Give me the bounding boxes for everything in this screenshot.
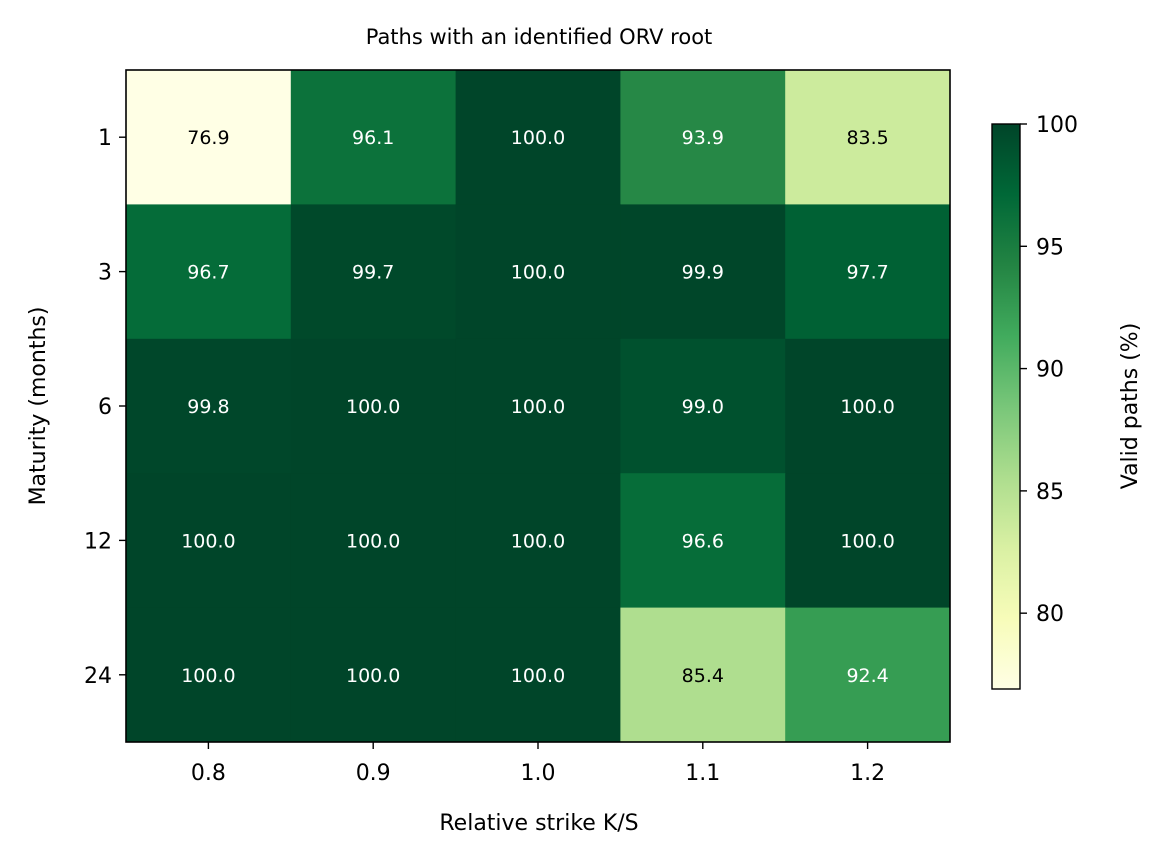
colorbar: [991, 123, 1021, 690]
cell-value-label: 100.0: [840, 396, 894, 418]
cell-value-label: 99.0: [682, 396, 724, 418]
cell-value-label: 96.7: [187, 262, 229, 284]
cell-value-label: 100.0: [181, 530, 235, 552]
heatmap-cell-labels: 76.9 96.1 100.0 93.9 83.5 96.7 99.7 100.0 99.9 97…: [181, 127, 895, 687]
heatmap-cell: [290, 70, 457, 205]
x-axis-label: Relative strike K/S: [439, 811, 638, 836]
heatmap-cell: [455, 70, 621, 205]
y-tick-label: 1: [98, 126, 112, 151]
heatmap-cell: [455, 204, 621, 340]
cell-value-label: 99.9: [682, 262, 724, 284]
heatmap-cell: [620, 607, 786, 743]
heatmap-cell: [290, 204, 457, 340]
heatmap-cell: [455, 338, 621, 474]
y-axis-label: Maturity (months): [26, 307, 51, 506]
y-axis-ticks: 1 3 6 12 24: [84, 126, 126, 689]
x-tick-label: 0.9: [356, 761, 391, 786]
cell-value-label: 100.0: [511, 530, 565, 552]
cell-value-label: 93.9: [682, 127, 724, 149]
heatmap-cell: [126, 70, 292, 205]
x-tick-label: 0.8: [191, 761, 226, 786]
chart-title: Paths with an identified ORV root: [366, 25, 713, 49]
heatmap-cell: [620, 473, 786, 609]
heatmap-cell: [290, 607, 457, 743]
y-tick-label: 6: [98, 395, 112, 420]
heatmap-cell: [126, 607, 292, 743]
heatmap-cell: [785, 70, 951, 205]
heatmap-cell: [126, 204, 292, 340]
x-axis-ticks: 0.8 0.9 1.0 1.1 1.2: [191, 742, 885, 786]
cell-value-label: 100.0: [511, 665, 565, 687]
colorbar-ticks: 80 85 90 95 100: [1020, 113, 1078, 627]
cell-value-label: 97.7: [846, 262, 888, 284]
y-tick-label: 12: [84, 529, 112, 554]
cell-value-label: 85.4: [682, 665, 724, 687]
cell-value-label: 76.9: [187, 127, 229, 149]
colorbar-tick-label: 85: [1036, 480, 1064, 505]
colorbar-tick-label: 95: [1036, 235, 1064, 260]
x-tick-label: 1.0: [521, 761, 556, 786]
heatmap-cell: [620, 204, 786, 340]
cell-value-label: 99.8: [187, 396, 229, 418]
cell-value-label: 96.1: [352, 127, 394, 149]
heatmap-cell: [620, 70, 786, 205]
cell-value-label: 99.7: [352, 262, 394, 284]
heatmap-cells: [126, 70, 951, 743]
heatmap-cell: [126, 338, 292, 474]
heatmap-cell: [620, 338, 786, 474]
colorbar-tick-label: 100: [1036, 113, 1078, 138]
heatmap-cell: [290, 473, 457, 609]
colorbar-tick-label: 90: [1036, 358, 1064, 383]
heatmap-cell: [785, 204, 951, 340]
cell-value-label: 100.0: [181, 665, 235, 687]
cell-value-label: 100.0: [511, 262, 565, 284]
cell-value-label: 100.0: [346, 396, 400, 418]
cell-value-label: 92.4: [846, 665, 888, 687]
heatmap-cell: [455, 607, 621, 743]
heatmap-cell: [126, 473, 292, 609]
heatmap-cell: [290, 338, 457, 474]
x-tick-label: 1.2: [850, 761, 885, 786]
cell-value-label: 100.0: [511, 127, 565, 149]
y-tick-label: 24: [84, 664, 112, 689]
cell-value-label: 100.0: [840, 530, 894, 552]
y-tick-label: 3: [98, 261, 112, 286]
x-tick-label: 1.1: [685, 761, 720, 786]
colorbar-label: Valid paths (%): [1118, 323, 1143, 490]
heatmap-cell: [785, 338, 951, 474]
heatmap-cell: [785, 607, 951, 743]
cell-value-label: 100.0: [346, 530, 400, 552]
colorbar-tick-label: 80: [1036, 602, 1064, 627]
cell-value-label: 100.0: [511, 396, 565, 418]
heatmap-cell: [785, 473, 951, 609]
heatmap-cell: [455, 473, 621, 609]
cell-value-label: 83.5: [846, 127, 888, 149]
cell-value-label: 96.6: [682, 530, 724, 552]
cell-value-label: 100.0: [346, 665, 400, 687]
